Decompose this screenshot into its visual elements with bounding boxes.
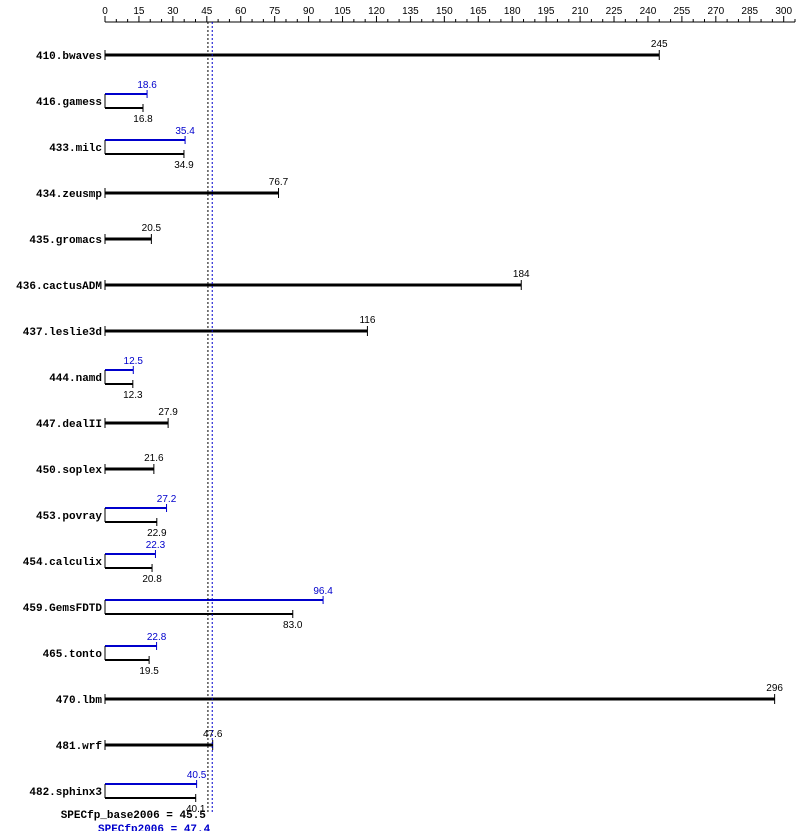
svg-text:0: 0 (102, 6, 108, 17)
benchmark-label: 437.leslie3d (23, 327, 102, 339)
svg-text:255: 255 (674, 6, 691, 17)
svg-text:270: 270 (707, 6, 724, 17)
peak-value: 27.2 (157, 494, 177, 505)
base-value: 184 (513, 269, 530, 280)
base-value: 12.3 (123, 390, 143, 401)
svg-text:195: 195 (538, 6, 555, 17)
svg-text:15: 15 (133, 6, 145, 17)
base-value: 20.5 (142, 223, 162, 234)
svg-text:90: 90 (303, 6, 315, 17)
svg-text:300: 300 (775, 6, 792, 17)
benchmark-label: 433.milc (49, 143, 102, 155)
benchmark-label: 482.sphinx3 (29, 787, 102, 799)
benchmark-label: 416.gamess (36, 97, 102, 109)
base-value: 83.0 (283, 620, 303, 631)
svg-text:45: 45 (201, 6, 213, 17)
base-value: 22.9 (147, 528, 167, 539)
benchmark-label: 410.bwaves (36, 51, 102, 63)
svg-text:150: 150 (436, 6, 453, 17)
base-value: 76.7 (269, 177, 289, 188)
benchmark-label: 436.cactusADM (16, 281, 102, 293)
benchmark-label: 459.GemsFDTD (23, 603, 103, 615)
svg-text:135: 135 (402, 6, 419, 17)
reference-label: SPECfp_base2006 = 45.5 (61, 810, 207, 822)
svg-text:60: 60 (235, 6, 247, 17)
peak-value: 22.8 (147, 632, 167, 643)
benchmark-label: 465.tonto (43, 649, 103, 661)
benchmark-label: 470.lbm (56, 695, 103, 707)
base-value: 116 (359, 315, 375, 326)
base-value: 27.9 (158, 407, 178, 418)
peak-value: 18.6 (137, 80, 157, 91)
benchmark-label: 454.calculix (23, 557, 103, 569)
base-value: 34.9 (174, 160, 194, 171)
base-value: 47.6 (203, 729, 223, 740)
spec-chart: 0 15 30 45 60 75 90 105 120 135 150 165 180 195 210 225… (0, 0, 799, 831)
svg-text:75: 75 (269, 6, 281, 17)
svg-text:210: 210 (572, 6, 589, 17)
benchmark-label: 434.zeusmp (36, 189, 102, 201)
peak-value: 35.4 (175, 126, 195, 137)
base-value: 21.6 (144, 453, 164, 464)
svg-text:285: 285 (741, 6, 758, 17)
base-value: 20.8 (142, 574, 162, 585)
base-value: 245 (651, 39, 668, 50)
base-value: 19.5 (139, 666, 159, 677)
svg-text:165: 165 (470, 6, 487, 17)
peak-value: 40.5 (187, 770, 207, 781)
benchmark-label: 450.soplex (36, 465, 102, 477)
svg-text:240: 240 (640, 6, 657, 17)
benchmark-label: 447.dealII (36, 419, 102, 431)
benchmark-label: 444.namd (49, 373, 102, 385)
peak-value: 96.4 (313, 586, 333, 597)
peak-value: 12.5 (124, 356, 144, 367)
svg-text:105: 105 (334, 6, 351, 17)
benchmark-label: 435.gromacs (29, 235, 102, 247)
benchmark-label: 453.povray (36, 511, 102, 523)
svg-text:120: 120 (368, 6, 385, 17)
base-value: 296 (766, 683, 783, 694)
base-value: 16.8 (133, 114, 153, 125)
reference-label: SPECfp2006 = 47.4 (98, 824, 211, 831)
svg-text:180: 180 (504, 6, 521, 17)
svg-text:30: 30 (167, 6, 179, 17)
svg-text:225: 225 (606, 6, 623, 17)
benchmark-label: 481.wrf (56, 741, 103, 753)
peak-value: 22.3 (146, 540, 166, 551)
